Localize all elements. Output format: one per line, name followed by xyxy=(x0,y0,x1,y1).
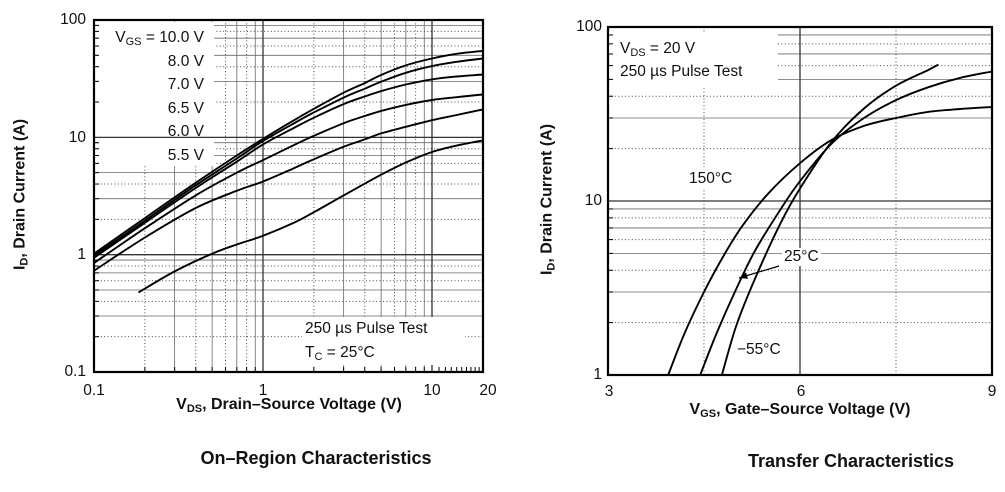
y-axis-title: ID, Drain Current (A) xyxy=(539,90,558,310)
x-tick-label: 1 xyxy=(258,382,268,399)
y-axis-title-subscript: D xyxy=(545,262,558,271)
vgs-legend: VGS = 10.0 V 8.0 V 7.0 V 6.5 V 6.0 V 5.5… xyxy=(99,26,212,167)
y-axis-title: ID, Drain Current (A) xyxy=(12,85,31,305)
curve-label-minus55c: −55°C xyxy=(735,341,783,359)
legend-symbol: V xyxy=(115,29,126,46)
condition-rest: = 20 V xyxy=(645,40,696,57)
legend-subscript: GS xyxy=(125,36,142,48)
y-axis-title-symbol: I xyxy=(11,265,29,271)
x-axis-title: VDS, Drain–Source Voltage (V) xyxy=(94,396,484,415)
x-tick-label: 3 xyxy=(604,383,614,400)
x-axis-title-subscript: DS xyxy=(186,403,203,415)
y-tick-label: 10 xyxy=(584,192,602,209)
legend-row: 6.5 V xyxy=(99,97,204,121)
y-tick-label: 1 xyxy=(77,246,86,263)
y-axis-title-subscript: D xyxy=(18,257,31,266)
legend-equals: = xyxy=(141,29,160,46)
note-symbol: T xyxy=(305,344,315,361)
x-tick-label: 20 xyxy=(479,382,497,399)
legend-value: 10.0 V xyxy=(159,29,204,46)
y-tick-label: 0.1 xyxy=(64,363,86,380)
x-axis-title-symbol: V xyxy=(689,401,701,418)
condition-line: 250 µs Pulse Test xyxy=(620,63,743,80)
x-axis-title-rest: , Gate–Source Voltage (V) xyxy=(716,401,911,418)
legend-value: 6.0 V xyxy=(167,123,204,140)
y-tick-label: 1 xyxy=(593,366,602,383)
test-conditions-note: VDS = 20 V 250 µs Pulse Test xyxy=(611,37,782,83)
legend-row: 6.0 V xyxy=(99,120,204,144)
x-axis-title: VGS, Gate–Source Voltage (V) xyxy=(608,401,992,420)
x-tick-label: 0.1 xyxy=(83,382,105,399)
y-axis-title-rest: , Drain Current (A) xyxy=(11,118,29,258)
legend-row: 7.0 V xyxy=(99,73,204,97)
chart-caption-on-region: On–Region Characteristics xyxy=(200,448,432,468)
curve-label-25c: 25°C xyxy=(782,248,821,266)
curve-label-150c: 150°C xyxy=(687,170,735,188)
x-tick-label: 9 xyxy=(987,383,997,400)
legend-row: 5.5 V xyxy=(99,144,204,168)
chart-caption-transfer: Transfer Characteristics xyxy=(747,451,955,471)
y-tick-label: 10 xyxy=(68,129,86,146)
legend-value: 7.0 V xyxy=(167,76,204,93)
note-line: 250 µs Pulse Test xyxy=(305,320,428,337)
y-axis-title-symbol: I xyxy=(538,270,556,276)
legend-value: 6.5 V xyxy=(167,99,204,117)
condition-line: VDS = 20 V xyxy=(620,37,782,60)
x-tick-label: 10 xyxy=(423,382,441,399)
legend-row: 8.0 V xyxy=(99,50,204,74)
y-axis-title-rest: , Drain Current (A) xyxy=(538,123,556,263)
note-rest: = 25°C xyxy=(322,344,375,361)
legend-value: 8.0 V xyxy=(167,52,204,70)
x-tick-label: 6 xyxy=(796,383,806,400)
legend-value: 5.5 V xyxy=(167,146,204,164)
note-subscript: C xyxy=(314,351,323,363)
y-tick-label: 100 xyxy=(576,18,602,35)
x-axis-title-subscript: GS xyxy=(700,408,717,420)
x-axis-title-rest: , Drain–Source Voltage (V) xyxy=(202,396,402,413)
condition-symbol: V xyxy=(620,40,631,57)
test-conditions-note: 250 µs Pulse Test TC = 25°C xyxy=(302,317,465,365)
x-axis-title-symbol: V xyxy=(176,396,187,413)
note-line: TC = 25°C xyxy=(305,341,465,365)
condition-subscript: DS xyxy=(630,47,646,59)
y-tick-label: 100 xyxy=(60,11,86,28)
legend-row: VGS = 10.0 V xyxy=(99,26,204,50)
